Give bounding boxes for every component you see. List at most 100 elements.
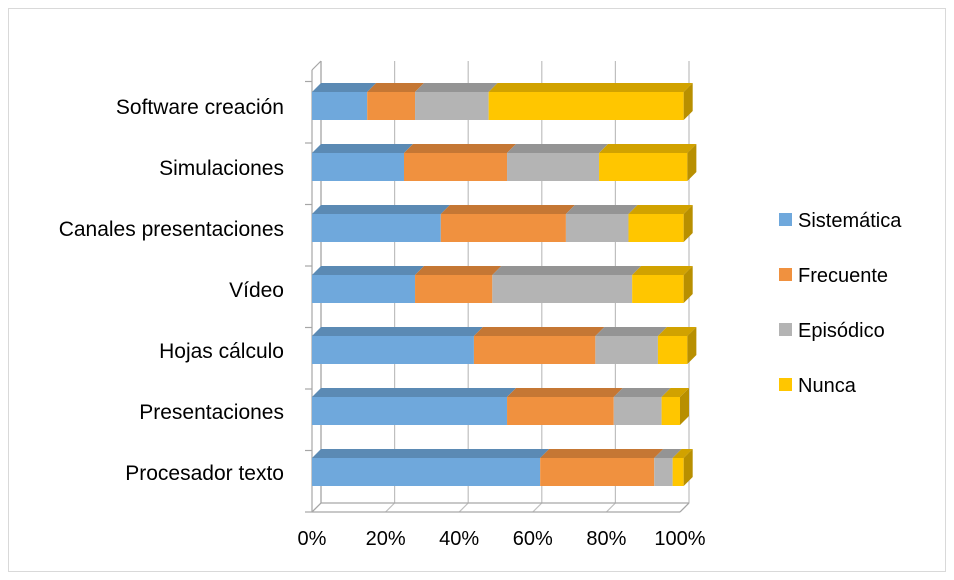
bar-segment[interactable] bbox=[565, 214, 629, 242]
category-label: Canales presentaciones bbox=[59, 218, 284, 241]
bar-group bbox=[312, 327, 697, 364]
bar-end-face bbox=[687, 327, 697, 364]
legend-item[interactable]: Sistemática bbox=[779, 210, 902, 232]
bar-segment-top bbox=[367, 83, 425, 92]
left-wall-top bbox=[311, 60, 322, 71]
legend-label: Episódico bbox=[798, 320, 885, 342]
bar-segment[interactable] bbox=[312, 458, 541, 486]
floor-right-edge bbox=[679, 502, 690, 513]
category-label: Procesador texto bbox=[125, 462, 284, 485]
legend[interactable]: Sistemática Frecuente Episódico Nunca bbox=[779, 210, 902, 397]
bar-segment[interactable] bbox=[415, 275, 493, 303]
bar-end-face bbox=[683, 205, 693, 242]
bar-group bbox=[312, 388, 689, 425]
bar-segment-top bbox=[540, 449, 664, 458]
bar-group bbox=[312, 205, 693, 242]
x-tick-label: 80% bbox=[586, 528, 626, 550]
legend-swatch bbox=[779, 213, 792, 226]
x-tick-label: 20% bbox=[366, 528, 406, 550]
legend-item[interactable]: Frecuente bbox=[779, 265, 888, 287]
bar-segment[interactable] bbox=[440, 214, 566, 242]
bar-segment-top bbox=[565, 205, 638, 214]
category-label: Hojas cálculo bbox=[159, 340, 284, 363]
bar-segment-top bbox=[599, 144, 697, 153]
bar-group bbox=[312, 83, 693, 120]
bar-segment[interactable] bbox=[657, 336, 688, 364]
bar-segment-top bbox=[595, 327, 667, 336]
bar-end-face bbox=[683, 266, 693, 303]
floor-gridline bbox=[458, 502, 469, 513]
bar-group bbox=[312, 144, 697, 181]
bar-segment[interactable] bbox=[672, 458, 684, 486]
legend-label: Frecuente bbox=[798, 265, 888, 287]
bar-segment[interactable] bbox=[404, 153, 508, 181]
bar-segment[interactable] bbox=[628, 214, 684, 242]
bar-segment-top bbox=[613, 388, 671, 397]
bar-segment[interactable] bbox=[654, 458, 673, 486]
bar-segment[interactable] bbox=[312, 275, 416, 303]
category-labels: Procesador texto Presentaciones Hojas cálc… bbox=[59, 96, 284, 485]
bar-segment-top bbox=[507, 144, 609, 153]
category-label: Simulaciones bbox=[159, 157, 284, 180]
category-label: Presentaciones bbox=[139, 401, 284, 424]
legend-label: Sistemática bbox=[798, 210, 902, 232]
bar-segment-top bbox=[404, 144, 517, 153]
category-label: Software creación bbox=[116, 96, 284, 119]
bar-segment-top bbox=[312, 144, 413, 153]
bar-segment-top bbox=[312, 205, 450, 214]
bars bbox=[312, 83, 697, 486]
bar-segment-top bbox=[628, 205, 693, 214]
bar-segment[interactable] bbox=[367, 92, 416, 120]
bar-segment-top bbox=[312, 266, 425, 275]
bar-segment-top bbox=[440, 205, 575, 214]
bar-segment[interactable] bbox=[488, 92, 684, 120]
bar-segment-top bbox=[661, 388, 689, 397]
bar-segment[interactable] bbox=[507, 153, 600, 181]
bar-segment-top bbox=[312, 388, 517, 397]
legend-swatch bbox=[779, 378, 792, 391]
x-axis-ticks: 0% 20% 40% 60% 80% 100% bbox=[298, 528, 706, 550]
category-label: Vídeo bbox=[229, 279, 284, 302]
bar-segment-top bbox=[488, 83, 693, 92]
x-tick-label: 60% bbox=[513, 528, 553, 550]
bar-segment[interactable] bbox=[492, 275, 633, 303]
legend-item[interactable]: Nunca bbox=[779, 375, 857, 397]
bar-segment[interactable] bbox=[661, 397, 680, 425]
bar-segment[interactable] bbox=[595, 336, 658, 364]
bar-segment[interactable] bbox=[312, 336, 474, 364]
bar-segment-top bbox=[657, 327, 697, 336]
bar-segment-top bbox=[632, 266, 693, 275]
x-tick-label: 0% bbox=[298, 528, 327, 550]
bar-end-face bbox=[687, 144, 697, 181]
bar-end-face bbox=[683, 449, 693, 486]
bar-segment[interactable] bbox=[312, 397, 508, 425]
bar-segment[interactable] bbox=[312, 92, 368, 120]
bar-segment[interactable] bbox=[599, 153, 688, 181]
bar-segment[interactable] bbox=[473, 336, 596, 364]
legend-swatch bbox=[779, 268, 792, 281]
chart-walls bbox=[305, 60, 690, 513]
x-tick-label: 40% bbox=[439, 528, 479, 550]
floor-gridline bbox=[532, 502, 543, 513]
legend-item[interactable]: Episódico bbox=[779, 320, 885, 342]
bar-segment-top bbox=[312, 449, 550, 458]
x-tick-label: 100% bbox=[654, 528, 705, 550]
bar-segment[interactable] bbox=[613, 397, 662, 425]
bar-segment[interactable] bbox=[312, 153, 404, 181]
legend-swatch bbox=[779, 323, 792, 336]
floor-gridline bbox=[605, 502, 616, 513]
bar-segment-top bbox=[672, 449, 693, 458]
bar-segment-top bbox=[654, 449, 682, 458]
bar-segment[interactable] bbox=[507, 397, 614, 425]
floor-gridline bbox=[385, 502, 396, 513]
bar-end-face bbox=[680, 388, 689, 425]
bar-group bbox=[312, 449, 693, 486]
bar-segment[interactable] bbox=[540, 458, 655, 486]
bar-segment-top bbox=[473, 327, 605, 336]
legend-label: Nunca bbox=[798, 375, 857, 397]
bar-segment[interactable] bbox=[312, 214, 441, 242]
bar-segment[interactable] bbox=[632, 275, 684, 303]
bar-segment[interactable] bbox=[415, 92, 489, 120]
bar-segment-top bbox=[312, 327, 483, 336]
